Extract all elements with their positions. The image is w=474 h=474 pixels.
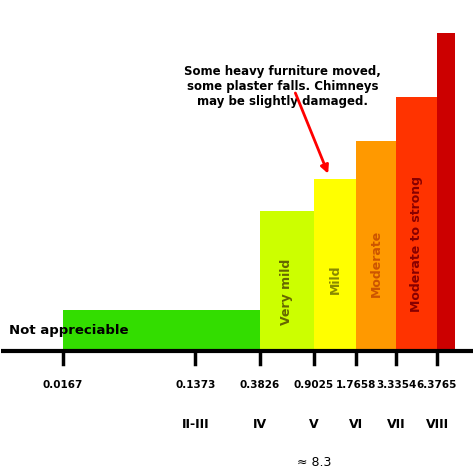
Text: 6.3765: 6.3765: [417, 380, 457, 390]
Text: IV: IV: [253, 418, 267, 431]
Text: VIII: VIII: [426, 418, 448, 431]
Bar: [260, 211, 314, 351]
Text: 3.3354: 3.3354: [376, 380, 417, 390]
Text: Not appreciable: Not appreciable: [9, 324, 128, 337]
Text: 0.1373: 0.1373: [175, 380, 216, 390]
Text: Very mild: Very mild: [281, 259, 293, 326]
Text: VI: VI: [349, 418, 363, 431]
Text: 0.9025: 0.9025: [294, 380, 334, 390]
Text: V: V: [309, 418, 319, 431]
Text: II-III: II-III: [182, 418, 209, 431]
Text: ≈ 8.3: ≈ 8.3: [297, 456, 331, 469]
Text: Mild: Mild: [328, 264, 342, 294]
Bar: [437, 33, 455, 351]
Text: 0.0167: 0.0167: [43, 380, 83, 390]
Bar: [63, 310, 260, 351]
Bar: [396, 97, 437, 351]
Text: VII: VII: [387, 418, 406, 431]
Text: Some heavy furniture moved,
some plaster falls. Chimneys
may be slightly damaged: Some heavy furniture moved, some plaster…: [184, 65, 381, 108]
Text: 0.3826: 0.3826: [240, 380, 280, 390]
Bar: [314, 180, 356, 351]
Bar: [356, 141, 396, 351]
Text: Moderate to strong: Moderate to strong: [410, 176, 423, 312]
Text: Moderate: Moderate: [370, 229, 383, 297]
Text: 1.7658: 1.7658: [336, 380, 376, 390]
